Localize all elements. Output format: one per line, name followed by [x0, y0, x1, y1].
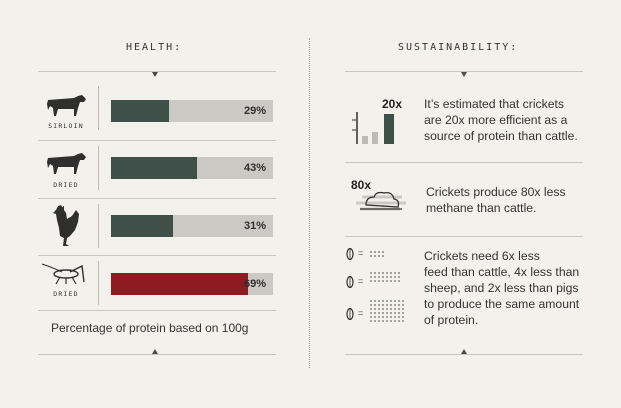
- feed-dots: [370, 272, 400, 282]
- cow-icon: [47, 95, 86, 116]
- text-line: source of protein than cattle.: [424, 129, 578, 143]
- bar-percent: 69%: [243, 278, 266, 290]
- health-title: HEALTH:: [126, 42, 183, 53]
- efficiency-chart-icon: [352, 112, 394, 144]
- row-divider: [98, 146, 99, 190]
- rooster-icon: [53, 205, 79, 246]
- center-divider: [309, 38, 310, 368]
- health-bottom-rule: [38, 354, 276, 355]
- text-line: sheep, and 2x less than pigs: [424, 281, 579, 295]
- text-line: methane than cattle.: [426, 201, 537, 215]
- feed-text: Crickets need 6x less feed than cattle, …: [424, 248, 579, 328]
- cow-icon: [47, 153, 86, 174]
- text-line: are 20x more efficient as a: [424, 113, 568, 127]
- efficiency-figure: 20x: [382, 97, 403, 111]
- feed-dots: [370, 300, 404, 322]
- text-line: It’s estimated that crickets: [424, 97, 564, 111]
- equals-sign: =: [358, 276, 364, 286]
- methane-figure: 80x: [351, 178, 372, 192]
- cloud-icon: [356, 191, 406, 211]
- health-caption: Percentage of protein based on 100g: [51, 321, 249, 335]
- grain-icon: [346, 276, 354, 288]
- bar-percent: 43%: [243, 162, 266, 174]
- text-line: feed than cattle, 4x less than: [424, 265, 580, 279]
- bar-fill: [111, 215, 173, 237]
- row-divider: [98, 204, 99, 248]
- bar-fill: [111, 157, 197, 179]
- cricket-icon: [41, 263, 85, 285]
- health-row-separator: [38, 140, 276, 141]
- row-divider: [98, 86, 99, 130]
- row-label: DRIED: [53, 181, 79, 189]
- bar-percent: 29%: [243, 105, 266, 117]
- row-label: SIRLOIN: [48, 122, 84, 130]
- text-line: Crickets produce 80x less: [426, 185, 566, 199]
- row-label: DRIED: [53, 290, 79, 298]
- equals-sign: =: [358, 308, 364, 318]
- grain-icon: [346, 248, 354, 260]
- sustainability-bottom-rule: [345, 354, 583, 355]
- sustainability-top-marker: [461, 72, 467, 77]
- bar-fill: [111, 100, 169, 122]
- text-line: to produce the same amount: [424, 297, 580, 311]
- bar-track: 29%: [111, 100, 273, 122]
- equals-sign: =: [358, 248, 364, 258]
- row-divider: [98, 261, 99, 305]
- bar-track: 43%: [111, 157, 273, 179]
- health-row-separator: [38, 198, 276, 199]
- methane-text: Crickets produce 80x less methane than c…: [426, 184, 566, 216]
- bar-track: 31%: [111, 215, 273, 237]
- sustainability-separator: [345, 162, 583, 163]
- bar-track: 69%: [111, 273, 273, 295]
- health-row-separator: [38, 255, 276, 256]
- grain-icon: [346, 308, 354, 320]
- bar-fill: [111, 273, 248, 295]
- efficiency-text: It’s estimated that crickets are 20x mor…: [424, 96, 578, 144]
- health-top-rule: [38, 71, 276, 72]
- health-bottom-marker: [152, 349, 158, 354]
- text-line: Crickets need 6x less: [424, 249, 540, 263]
- sustainability-title: SUSTAINABILITY:: [398, 42, 519, 53]
- sustainability-top-rule: [345, 71, 583, 72]
- feed-dots: [370, 251, 384, 257]
- text-line: of protein.: [424, 313, 479, 327]
- bar-percent: 31%: [243, 220, 266, 232]
- health-top-marker: [152, 72, 158, 77]
- sustainability-bottom-marker: [461, 349, 467, 354]
- health-row-separator: [38, 310, 276, 311]
- sustainability-separator: [345, 236, 583, 237]
